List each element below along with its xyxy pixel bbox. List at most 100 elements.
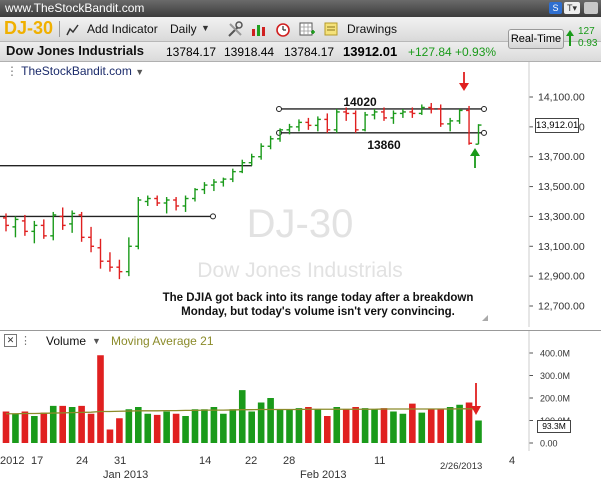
alarm-clock-icon[interactable]	[275, 21, 291, 37]
volume-menu-chevron-icon[interactable]: ▼	[92, 336, 101, 346]
drag-grip-icon[interactable]: ⋮	[6, 64, 18, 78]
volume-bar	[59, 405, 66, 443]
ohlc-bar	[248, 153, 255, 166]
volume-bar	[427, 409, 435, 443]
ohlc-bar	[192, 188, 198, 202]
chart-type-icon[interactable]	[251, 21, 267, 37]
volume-bar	[210, 407, 218, 443]
support-resistance-lines[interactable]	[0, 105, 487, 220]
watermark-name: Dow Jones Industrials	[197, 259, 402, 282]
ohlc-bar	[362, 111, 369, 132]
chevron-down-icon[interactable]: ▼	[201, 23, 210, 33]
ohlc-bar	[286, 123, 293, 135]
volume-tick-label: 300.0M	[540, 371, 570, 381]
drag-grip-icon[interactable]: ⋮	[20, 335, 31, 347]
quote-change: +127.84	[408, 45, 452, 59]
volume-bar	[12, 413, 19, 443]
ohlc-bar	[267, 135, 274, 150]
price-axis: 14,100.0013,900.0013,700.0013,500.0013,3…	[528, 62, 585, 327]
volume-bar	[257, 402, 265, 443]
level-handle	[276, 105, 282, 112]
ma-label: Moving Average 21	[111, 334, 214, 348]
window-title: www.TheStockBandit.com	[5, 1, 145, 15]
volume-bar	[238, 390, 246, 443]
quote-high: 13918.44	[224, 45, 275, 59]
resize-grip-icon[interactable]	[482, 315, 488, 321]
level-handle	[481, 129, 487, 136]
ohlc-bar	[144, 195, 151, 206]
toolbar-menu-icon[interactable]: T▾	[564, 2, 580, 14]
ohlc-bar	[333, 108, 340, 133]
table-add-icon[interactable]	[299, 21, 315, 37]
search-service-icon[interactable]: S	[549, 2, 562, 14]
date-tick-label: 17	[31, 455, 44, 467]
volume-tick-label: 200.0M	[540, 394, 570, 404]
ohlc-bar	[475, 124, 482, 145]
volume-bar	[144, 413, 152, 443]
volume-bar	[286, 409, 293, 443]
toolbar: DJ-30 Add Indicator Daily ▼ Drawings	[0, 17, 601, 42]
ohlc-bar	[409, 107, 416, 118]
close-icon[interactable]: ✕	[4, 334, 17, 347]
add-indicator-button[interactable]: Add Indicator	[87, 22, 158, 36]
volume-bar	[475, 420, 482, 443]
price-tick-label: 12,700.00	[538, 301, 585, 313]
side-change: 127	[578, 26, 595, 37]
instrument-name: Dow Jones Industrials	[6, 43, 144, 58]
price-tick-label: 13,100.00	[538, 241, 585, 253]
volume-bar	[390, 411, 397, 443]
ohlc-bar	[399, 108, 406, 118]
price-tick-label: 13,300.00	[538, 211, 585, 223]
notes-icon[interactable]	[323, 21, 339, 37]
ohlc-bar	[88, 226, 95, 253]
date-tick-label: 2012	[0, 455, 25, 467]
volume-bar	[182, 416, 189, 443]
date-tick-label: 11	[374, 455, 386, 467]
ohlc-bar	[220, 177, 227, 187]
ohlc-bar	[418, 104, 425, 115]
volume-bar	[456, 404, 463, 443]
volume-bar	[324, 416, 331, 443]
volume-bar	[40, 412, 48, 443]
quote-bar: Dow Jones Industrials 13784.17 13918.44 …	[0, 42, 601, 62]
red-down-arrow-icon	[471, 383, 481, 415]
add-indicator-icon[interactable]	[66, 23, 80, 37]
realtime-label: Real-Time	[510, 33, 562, 45]
volume-bar	[248, 411, 255, 443]
red-down-arrow-icon	[459, 72, 469, 91]
quote-low: 13784.17	[284, 45, 335, 59]
volume-title: Volume	[46, 334, 87, 348]
level-handle	[481, 105, 487, 112]
brand-text: TheStockBandit.com	[21, 64, 132, 78]
price-chart[interactable]: DJ-30 Dow Jones Industrials 14,100.00 13,…	[0, 62, 601, 327]
quote-change-pct: +0.93%	[455, 45, 497, 59]
volume-bar	[418, 412, 426, 443]
volume-bar	[172, 413, 180, 443]
brand-menu-chevron-icon[interactable]: ▼	[135, 67, 145, 77]
volume-bar	[201, 409, 208, 443]
symbol-label[interactable]: DJ-30	[4, 18, 54, 38]
gray-box-icon[interactable]	[584, 2, 598, 14]
arrow-up-icon	[566, 30, 574, 46]
drawings-button[interactable]: Drawings	[347, 22, 398, 36]
date-tick-label: 4	[509, 455, 516, 467]
ohlc-bar	[381, 107, 387, 121]
price-tick-label: 13,700.00	[538, 151, 585, 163]
ohlc-bar	[210, 179, 217, 192]
volume-bars	[2, 355, 482, 443]
level-low-label: 13860	[367, 138, 401, 152]
ohlc-bar	[437, 104, 444, 127]
tools-icon[interactable]	[227, 21, 244, 38]
ohlc-bar	[456, 108, 463, 124]
realtime-button[interactable]: Real-Time	[508, 29, 564, 49]
date-tick-label: Feb 2013	[300, 469, 347, 481]
annotation-line-2: Monday, but today's volume isn't very co…	[181, 306, 455, 318]
volume-bar	[276, 409, 284, 443]
period-select[interactable]: Daily	[170, 22, 197, 36]
ohlc-bar	[125, 237, 132, 277]
ohlc-bar	[305, 117, 312, 130]
price-tick-label: 12,900.00	[538, 271, 585, 283]
ohlc-bar	[21, 214, 28, 236]
